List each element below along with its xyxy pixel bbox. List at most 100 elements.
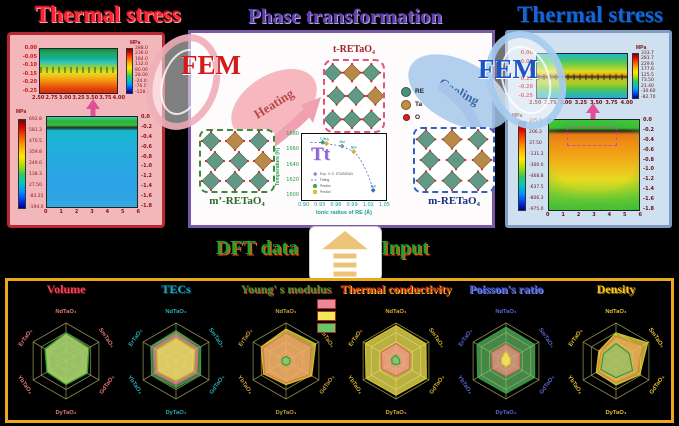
atom-label: Ta: [415, 101, 423, 108]
radar-axis-label: YbTaO₄: [456, 375, 473, 396]
tick-label: 6: [638, 212, 642, 218]
tick-label: 1680: [286, 131, 299, 137]
legend-swatch: [317, 299, 336, 309]
tick-label: 3: [90, 209, 94, 215]
m-phase-structure-box: [413, 127, 495, 193]
radar-plot: NdTaO₄ SmTaO₄ GdTaO₄ DyTaO₄ YbTaO₄ ErTaO₄: [126, 309, 226, 416]
tick-label: -300.0: [529, 162, 544, 168]
radar-axis-label: NdTaO₄: [55, 309, 77, 315]
m-phase-label: m-RETaO₄: [428, 195, 480, 207]
tick-label: 1: [561, 212, 565, 218]
tick-label: -128.0: [135, 89, 150, 95]
radar-axis-label: DyTaO₄: [165, 410, 186, 416]
tick-label: -30.60: [641, 89, 656, 95]
tick-label: -1.8: [141, 202, 152, 209]
roi-dashed-box: [567, 127, 617, 146]
tick-label: -975.0: [529, 206, 544, 212]
tick-label: 581.3: [29, 127, 42, 133]
svg-text:Exp. V. S. STUBIČAN: Exp. V. S. STUBIČAN: [320, 171, 353, 176]
tick-label: 3.25: [72, 95, 85, 101]
tick-label: -76.00: [135, 84, 150, 90]
radar-axis-label: YbTaO₄: [126, 375, 143, 396]
radar-axis-label: GdTaO₄: [429, 374, 446, 395]
left-top-xticks: 2.50 2.75 3.00 3.25 3.50 3.75 4.00: [32, 96, 125, 101]
radar-axis-label: YbTaO₄: [16, 375, 33, 396]
tick-label: -194.0: [29, 204, 44, 210]
left-bottom-colorbar: [18, 119, 26, 209]
radar-axis-label: ErTaO₄: [568, 328, 584, 348]
tick-label: -0.05: [22, 53, 37, 60]
tick-label: 177.6: [641, 67, 654, 73]
re-atom-icon: [401, 86, 411, 97]
tick-label: 125.5: [641, 72, 654, 78]
atom-legend: RE Ta O: [401, 85, 424, 124]
svg-text:Sm: Sm: [351, 146, 358, 150]
tick-label: 132.0: [135, 62, 148, 68]
tick-label: -0.6: [141, 143, 152, 150]
right-panel-title: Thermal stress: [517, 2, 663, 27]
tick-label: 3.00: [58, 95, 72, 101]
tick-label: 3.75: [605, 100, 618, 106]
radar-title: Thermal conductivity: [340, 282, 452, 296]
left-top-colorbar: [126, 48, 133, 94]
center-panel-title: Phase transformation: [247, 4, 443, 28]
o-atom-icon: [402, 114, 410, 121]
ta-atom-icon: [401, 99, 411, 110]
tick-label: 3.00: [559, 100, 572, 106]
radar-axis-label: ErTaO₄: [348, 328, 364, 348]
fem-right-label: FEM: [478, 54, 538, 84]
left-top-contour-plot: [39, 48, 118, 94]
tick-label: -0.25: [22, 87, 37, 94]
legend-swatch: [317, 323, 336, 333]
tick-label: 333.7: [641, 51, 654, 56]
radar-axis-label: DyTaO₄: [605, 410, 626, 416]
crystal-structure-m-prime: [200, 130, 274, 192]
tick-label: -24.00: [135, 78, 150, 84]
radar-chart-thermal-conductivity: Thermal conductivity NdTaO₄ SmTaO₄ GdTaO₄ Dy…: [340, 281, 452, 421]
tick-label: -1.6: [643, 196, 654, 202]
tick-label: -0.15: [22, 70, 37, 77]
radar-axis-label: SmTaO₄: [207, 327, 225, 349]
tick-label: 6: [136, 209, 140, 215]
tick-label: 0.90: [298, 202, 310, 208]
atom-legend-row: Ta: [401, 98, 424, 111]
tick-label: 1660: [286, 146, 299, 153]
input-icon-box: [309, 226, 382, 281]
tick-label: 27.50: [29, 182, 42, 188]
crystal-structure-t-phase: [322, 62, 386, 130]
input-arrow-icon: [317, 229, 373, 278]
radar-title: Young' s modulus: [240, 282, 332, 296]
tt-xticks: 0.90 0.93 0.96 0.99 1.02 1.05: [298, 203, 390, 208]
radar-axis-label: SmTaO₄: [427, 327, 445, 349]
tick-label: 0.0: [141, 114, 150, 120]
svg-text:Predict: Predict: [320, 190, 331, 194]
tick-label: -637.5: [529, 184, 544, 190]
tick-label: 28.00: [135, 73, 148, 79]
tick-label: 1640: [286, 161, 299, 168]
tick-label: 138.3: [29, 171, 42, 177]
radar-axis-label: ErTaO₄: [238, 328, 254, 348]
right-bottom-yticks-right: 0.0 -0.2 -0.4 -0.6 -0.8 -1.0 -1.2 -1.4 -1.6 -1.8: [643, 118, 661, 212]
tick-label: 3.75: [99, 95, 112, 101]
tick-label: 4: [105, 209, 110, 215]
radar-series-legend: [317, 299, 336, 333]
tick-label: -1.6: [141, 193, 152, 199]
radar-axis-label: DyTaO₄: [275, 410, 296, 416]
tick-label: -1.2: [141, 173, 152, 180]
tick-label: 1: [59, 209, 63, 215]
tt-plot: Tt Tt Lu Yb Gd Sm Nd Exp. V. S. STUBIČAN Fitting…: [301, 133, 387, 201]
right-bottom-contour-plot: [548, 119, 640, 211]
radar-chart-density: Density NdTaO₄ SmTaO₄ GdTaO₄ DyTaO₄ YbTaO₄ ErT…: [560, 281, 672, 421]
radar-axis-label: ErTaO₄: [18, 328, 34, 348]
svg-text:Tt: Tt: [311, 144, 331, 165]
radar-axis-label: ErTaO₄: [458, 328, 474, 348]
tick-label: -0.25: [518, 92, 533, 99]
svg-text:Tt: Tt: [312, 145, 332, 166]
radar-axis-label: SmTaO₄: [537, 327, 555, 349]
radar-axis-label: YbTaO₄: [566, 375, 583, 396]
tick-label: -0.4: [141, 133, 152, 140]
radar-axis-label: YbTaO₄: [346, 375, 363, 396]
right-top-yticks: 0.00 -0.05 -0.10 -0.15 -0.20 -0.25: [512, 51, 533, 99]
left-top-colorbar-ticks: 288.0 236.0 184.0 132.0 80.00 28.00 -24.00 -76.…: [135, 46, 161, 95]
